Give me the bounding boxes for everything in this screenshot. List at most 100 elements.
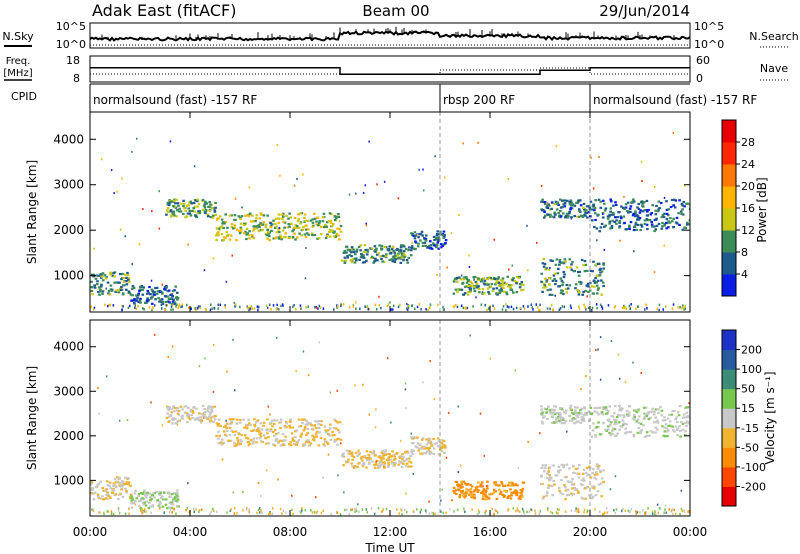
scatter-cell [153,293,157,296]
ground-scatter [216,510,218,513]
scatter-cell [615,419,618,422]
scatter-cell [230,214,233,217]
scatter-cell [215,218,219,221]
scatter-cell [515,492,518,495]
scatter-cell [512,484,515,487]
scatter-cell [633,225,637,228]
scatter-cell [489,492,492,496]
scatter-cell [576,288,579,292]
ground-scatter [546,307,549,310]
scatter-cell [120,278,123,281]
sparse-scatter [150,401,152,404]
scatter-cell [676,434,679,437]
scatter-cell [688,223,690,226]
scatter-cell [570,480,573,483]
scatter-cell [222,221,225,224]
scatter-cell [462,278,465,281]
scatter-cell [139,301,142,304]
ground-scatter [209,512,211,516]
scatter-cell [179,405,183,408]
scatter-cell [547,283,551,286]
scatter-cell [596,288,600,291]
scatter-cell [167,492,171,495]
scatter-cell [211,214,215,217]
scatter-cell [176,406,180,410]
scatter-cell [339,224,343,228]
scatter-cell [441,446,444,449]
sparse-scatter [539,432,541,435]
scatter-cell [684,421,687,425]
scatter-cell [171,289,175,293]
sparse-scatter [527,440,529,443]
scatter-cell [673,198,676,201]
scatter-cell [260,213,263,216]
scatter-cell [161,495,164,498]
scatter-cell [432,453,436,456]
scatter-cell [541,198,544,201]
scatter-cell [365,458,369,462]
scatter-cell [513,490,516,493]
scatter-cell [424,244,427,247]
ground-scatter [599,303,602,307]
scatter-cell [170,501,174,504]
sparse-scatter [348,193,351,196]
scatter-cell [640,429,643,432]
scatter-cell [629,210,632,214]
scatter-cell [177,409,181,412]
ground-scatter [425,511,427,514]
scatter-cell [267,436,270,439]
scatter-cell [353,261,357,264]
scatter-cell [615,434,618,437]
scatter-cell [390,248,394,251]
scatter-cell [628,227,631,231]
scatter-cell [374,259,378,262]
scatter-cell [403,250,406,253]
scatter-cell [542,416,545,419]
scatter-cell [683,434,687,437]
scatter-cell [661,225,664,228]
scatter-cell [336,421,339,424]
scatter-cell [687,416,690,419]
scatter-cell [384,255,388,258]
ground-scatter [387,303,390,306]
scatter-cell [258,437,262,440]
ground-scatter [330,512,332,516]
ground-scatter [427,308,429,312]
scatter-cell [455,276,459,280]
scatter-cell [303,233,307,236]
scatter-cell [142,286,145,289]
sparse-scatter [585,375,587,378]
scatter-cell [357,462,360,465]
scatter-cell [254,421,258,424]
ground-scatter [293,304,295,307]
scatter-cell [205,202,209,205]
scatter-cell [563,273,566,276]
scatter-cell [469,289,472,292]
scatter-cell [142,489,146,492]
scatter-cell [127,483,130,486]
scatter-cell [651,225,654,228]
colorbar-segment [722,466,736,487]
scatter-cell [137,292,140,295]
scatter-cell [173,214,176,217]
scatter-cell [374,250,377,253]
scatter-cell [228,434,232,437]
scatter-cell [592,487,596,490]
scatter-cell [588,465,591,468]
ground-scatter [647,507,649,510]
scatter-cell [599,226,603,229]
scatter-cell [91,487,95,490]
sparse-scatter [248,186,251,189]
scatter-cell [553,278,556,281]
scatter-cell [172,212,175,215]
scatter-cell [402,252,405,255]
scatter-cell [653,410,656,413]
scatter-cell [686,221,689,224]
sparse-scatter [355,301,357,304]
scatter-cell [546,477,549,480]
scatter-cell [251,235,254,238]
scatter-cell [554,474,558,477]
scatter-cell [548,293,552,296]
scatter-cell [129,293,133,296]
